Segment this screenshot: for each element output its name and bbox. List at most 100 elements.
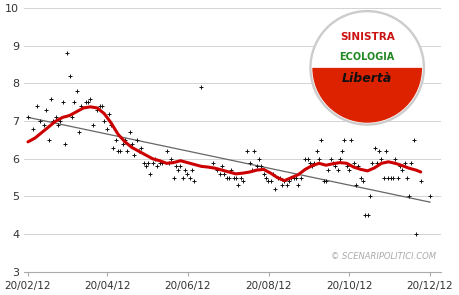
Point [401,160,408,165]
Point [179,175,186,180]
Point [366,194,374,199]
Point [341,138,348,142]
Point [285,179,293,184]
Point [297,175,304,180]
Point [336,156,343,161]
Point [50,119,57,124]
Point [133,138,140,142]
Point [380,175,387,180]
Point [112,138,119,142]
Point [339,149,346,154]
Point [389,175,397,180]
Point [276,175,284,180]
Point [348,138,355,142]
Point [186,175,193,180]
Point [140,160,147,165]
Point [239,179,246,184]
Point [375,149,383,154]
Text: ECOLOGIA: ECOLOGIA [340,52,395,62]
Point [302,156,309,161]
Point [230,175,237,180]
Point [306,160,313,165]
Point [269,171,277,176]
Point [398,168,406,173]
Circle shape [310,11,425,125]
Point [149,160,157,165]
Point [378,156,385,161]
Point [225,175,233,180]
Point [290,175,297,180]
Point [68,115,76,120]
Point [343,164,351,169]
Text: © SCENARIPOLITICI.COM: © SCENARIPOLITICI.COM [331,252,437,261]
Point [353,183,360,188]
Point [331,164,339,169]
Point [410,138,418,142]
Point [382,149,390,154]
Point [73,89,80,94]
Point [158,160,166,165]
Point [218,164,226,169]
Point [71,100,78,105]
Point [105,111,112,116]
Point [98,104,106,109]
Point [188,168,196,173]
Point [246,160,253,165]
Point [426,194,434,199]
Point [135,149,143,154]
Point [145,160,152,165]
Point [40,122,48,127]
Point [75,130,83,135]
Point [272,187,279,191]
Point [123,149,131,154]
Point [170,175,177,180]
Point [87,96,94,101]
Point [350,160,358,165]
Point [329,160,336,165]
Point [251,149,258,154]
Point [315,156,323,161]
Point [117,149,124,154]
Text: SINISTRA: SINISTRA [340,32,395,42]
Point [172,164,179,169]
Text: Libertà: Libertà [342,72,392,85]
Point [142,164,150,169]
Point [66,73,73,78]
Point [346,168,353,173]
Point [417,179,425,184]
Point [403,175,410,180]
Point [107,122,115,127]
Point [318,138,325,142]
Point [255,156,263,161]
Point [232,175,240,180]
Point [24,115,32,120]
Point [34,104,41,109]
Point [163,149,170,154]
Point [56,119,64,124]
Point [43,107,50,112]
Point [84,100,92,105]
Point [119,141,126,146]
Point [54,122,62,127]
Point [181,168,189,173]
Point [82,100,90,105]
Point [304,156,311,161]
Point [59,100,66,105]
Point [94,107,101,112]
Point [103,126,110,131]
Point [405,194,413,199]
Point [184,171,191,176]
Point [257,164,265,169]
Point [64,51,71,56]
Point [355,164,362,169]
Point [197,85,205,90]
Point [78,104,85,109]
Point [385,175,392,180]
Point [253,164,260,169]
Point [281,179,288,184]
Point [267,179,274,184]
Point [110,145,117,150]
Point [248,168,256,173]
Point [283,183,291,188]
Point [114,149,122,154]
